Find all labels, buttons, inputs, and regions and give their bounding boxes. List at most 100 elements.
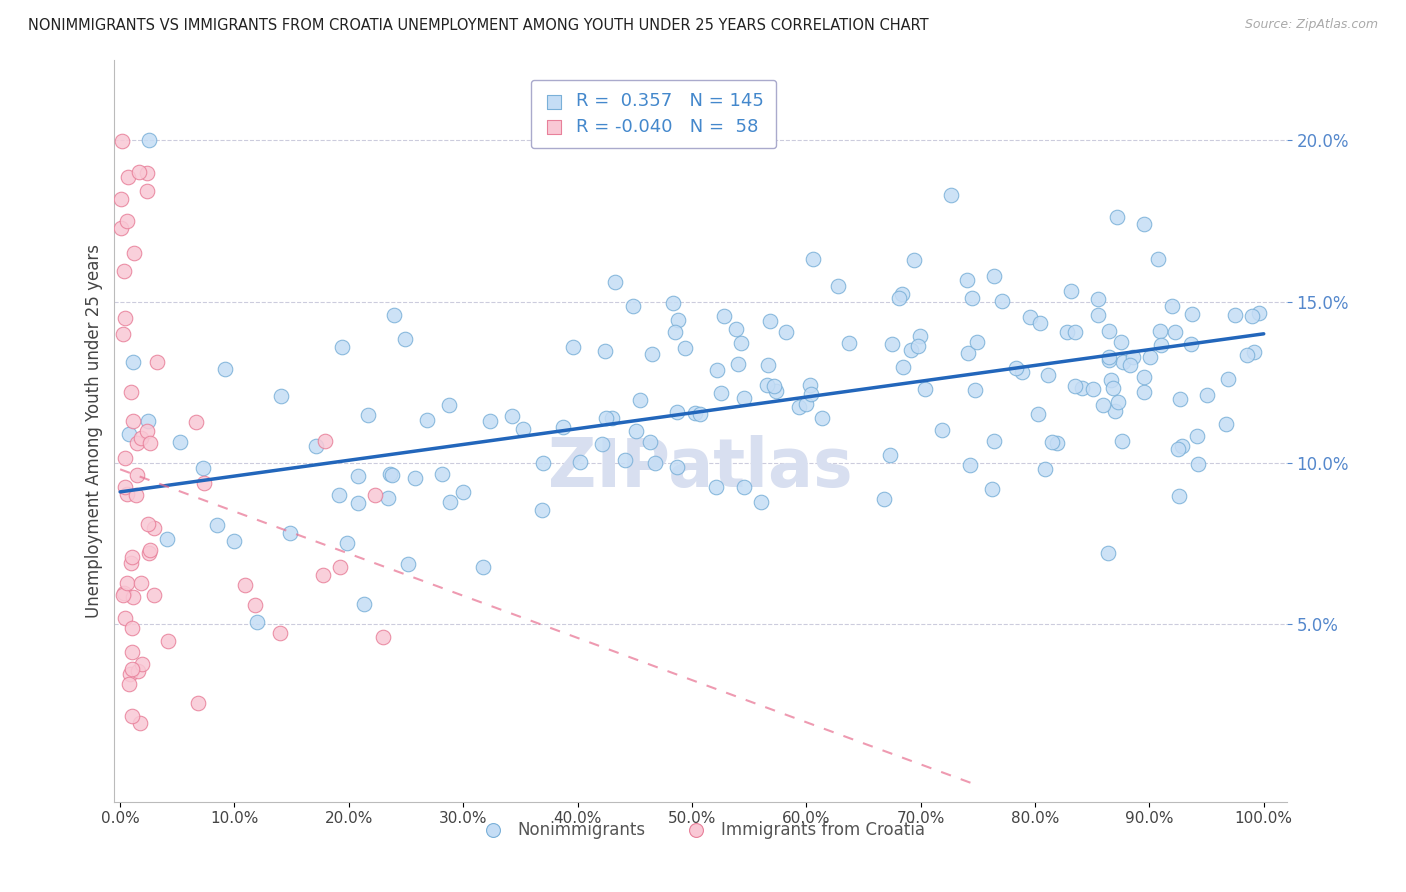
Point [112,264,135,278]
Point [1107,395,1129,409]
Point [122,414,145,428]
Point [733,391,755,405]
Point [1063,325,1085,339]
Point [114,450,136,465]
Point [887,291,910,305]
Point [139,542,162,557]
Point [330,340,353,354]
Point [1109,335,1132,350]
Point [139,436,162,450]
Point [1133,385,1156,400]
Point [903,253,925,268]
Point [371,630,394,644]
Point [125,435,148,450]
Point [644,456,666,470]
Point [112,585,135,599]
Point [156,533,179,547]
Point [115,214,138,228]
Point [1132,370,1154,384]
Point [191,461,214,475]
Point [1059,285,1081,299]
Point [143,588,166,602]
Point [1215,417,1237,432]
Point [1087,309,1109,323]
Point [983,269,1005,284]
Point [602,411,624,425]
Point [129,576,152,591]
Point [125,488,148,502]
Point [120,666,142,681]
Point [811,411,834,425]
Point [416,413,439,427]
Point [111,134,134,148]
Point [184,415,207,429]
Point [347,496,370,510]
Point [553,420,575,434]
Point [1019,310,1042,325]
Point [143,521,166,535]
Point [1107,210,1129,224]
Point [900,343,922,357]
Point [512,422,534,436]
Y-axis label: Unemployment Among Youth under 25 years: Unemployment Among Youth under 25 years [86,244,103,617]
Point [621,299,644,313]
Point [730,336,752,351]
Point [991,293,1014,308]
Point [146,355,169,369]
Point [666,405,689,419]
Point [1195,388,1218,402]
Point [382,308,405,322]
Point [121,662,143,676]
Point [666,313,689,327]
Point [965,383,987,397]
Point [269,625,291,640]
Point [1160,299,1182,313]
Point [121,621,143,635]
Point [138,546,160,560]
Point [1150,338,1173,352]
Point [122,245,145,260]
Point [312,567,335,582]
Point [193,476,215,491]
Point [879,449,901,463]
Point [136,424,159,438]
Point [121,550,143,565]
Point [1098,324,1121,338]
Point [115,576,138,591]
Point [981,482,1004,496]
Point [1118,359,1140,373]
Point [304,439,326,453]
Text: NONIMMIGRANTS VS IMMIGRANTS FROM CROATIA UNEMPLOYMENT AMONG YOUTH UNDER 25 YEARS: NONIMMIGRANTS VS IMMIGRANTS FROM CROATIA… [28,18,929,33]
Point [756,358,779,372]
Point [378,467,401,481]
Point [110,192,132,206]
Point [1167,489,1189,503]
Point [329,560,352,574]
Point [1133,217,1156,231]
Point [1112,355,1135,369]
Point [727,357,749,371]
Point [561,340,583,354]
Point [603,276,626,290]
Point [377,491,399,505]
Point [129,431,152,445]
Point [169,435,191,450]
Point [1056,325,1078,339]
Point [756,378,779,392]
Point [1181,307,1204,321]
Point [121,645,143,659]
Point [1064,378,1087,392]
Point [278,525,301,540]
Point [799,378,821,392]
Point [957,346,980,360]
Point [1149,324,1171,338]
Text: Source: ZipAtlas.com: Source: ZipAtlas.com [1244,18,1378,31]
Point [115,487,138,501]
Point [775,325,797,339]
Point [112,588,135,602]
Point [959,458,981,472]
Point [357,408,380,422]
Point [749,495,772,509]
Point [121,590,143,604]
Point [907,339,929,353]
